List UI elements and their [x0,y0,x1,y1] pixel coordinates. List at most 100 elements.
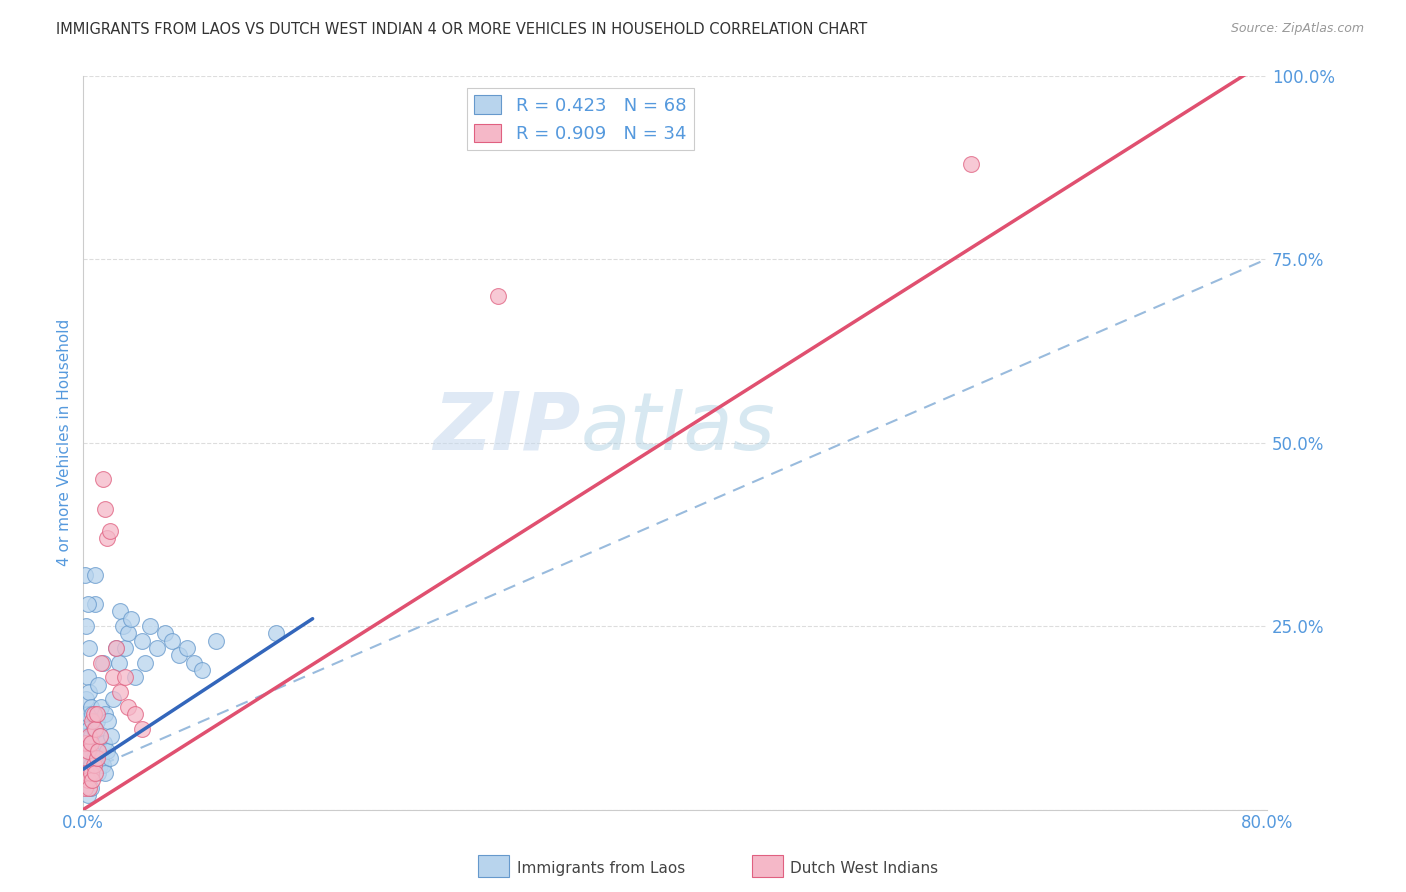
Point [76,773,98,788]
Point [75,692,97,706]
Point [80,765,103,780]
Point [76,788,98,802]
Point [205,633,228,648]
Point [101,692,124,706]
Point [120,612,142,626]
Point [153,626,176,640]
Point [110,604,132,618]
Point [160,633,183,648]
Point [76,707,98,722]
Point [104,641,127,656]
Point [87,744,110,758]
Point [83,707,105,722]
Y-axis label: 4 or more Vehicles in Household: 4 or more Vehicles in Household [58,319,72,566]
Legend: R = 0.423   N = 68, R = 0.909   N = 34: R = 0.423 N = 68, R = 0.909 N = 34 [467,88,693,151]
Point [131,633,153,648]
Point [82,707,104,722]
Point [960,156,983,170]
Point [110,685,132,699]
Point [96,531,118,545]
Point [84,722,107,736]
Point [77,641,100,656]
Point [96,744,118,758]
Point [94,707,117,722]
Point [93,736,115,750]
Point [114,641,136,656]
Point [76,744,98,758]
Text: atlas: atlas [581,389,775,467]
Point [94,765,117,780]
Point [98,751,121,765]
Point [84,765,107,780]
Point [80,758,103,772]
Point [82,765,104,780]
Point [75,758,97,772]
Point [183,656,205,670]
Point [83,751,105,765]
Point [124,670,146,684]
Point [77,685,100,699]
Point [77,751,100,765]
Point [86,707,108,722]
Point [89,758,111,772]
Point [80,780,103,795]
Point [77,729,100,743]
Point [83,722,105,736]
Text: Dutch West Indians: Dutch West Indians [790,862,938,876]
Point [87,736,110,750]
Point [76,670,98,684]
Point [190,663,212,677]
Point [486,289,509,303]
Point [75,765,97,780]
Point [86,714,108,729]
Point [73,714,96,729]
Point [73,780,96,795]
Point [80,699,103,714]
Point [82,714,104,729]
Point [264,626,287,640]
Point [83,758,105,772]
Point [94,501,117,516]
Point [87,765,110,780]
Text: IMMIGRANTS FROM LAOS VS DUTCH WEST INDIAN 4 OR MORE VEHICLES IN HOUSEHOLD CORREL: IMMIGRANTS FROM LAOS VS DUTCH WEST INDIA… [56,22,868,37]
Point [84,758,107,772]
Point [80,729,103,743]
Point [90,656,112,670]
Point [80,736,103,750]
Text: Source: ZipAtlas.com: Source: ZipAtlas.com [1230,22,1364,36]
Point [73,744,96,758]
Point [100,729,122,743]
Point [104,641,127,656]
Point [87,678,110,692]
Point [112,619,135,633]
Point [98,524,121,538]
Point [89,729,111,743]
Point [84,597,107,611]
Text: ZIP: ZIP [433,389,581,467]
Point [131,722,153,736]
Point [146,641,169,656]
Point [117,699,139,714]
Point [86,744,108,758]
Point [139,619,162,633]
Point [73,567,96,582]
Point [86,751,108,765]
Point [91,472,114,486]
Point [134,656,156,670]
Point [124,707,146,722]
Point [82,736,104,750]
Point [82,773,104,788]
Point [76,736,98,750]
Text: Immigrants from Laos: Immigrants from Laos [517,862,686,876]
Point [91,656,114,670]
Point [75,729,97,743]
Point [117,626,139,640]
Point [84,567,107,582]
Point [90,751,112,765]
Point [89,729,111,743]
Point [107,656,129,670]
Point [75,736,97,750]
Point [176,641,198,656]
Point [90,699,112,714]
Point [101,670,124,684]
